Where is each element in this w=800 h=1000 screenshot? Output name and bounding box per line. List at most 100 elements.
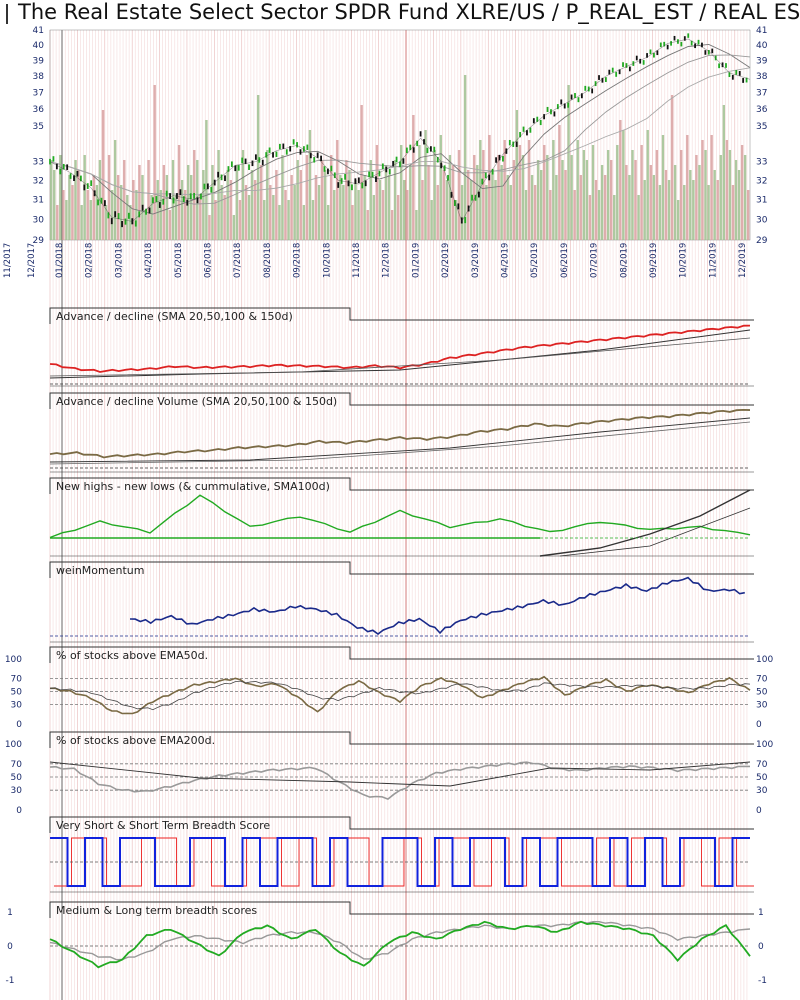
price-candle: [196, 197, 199, 204]
volume-bar: [135, 190, 138, 240]
price-candle: [646, 53, 648, 58]
x-tick-label: 12/2017: [27, 243, 37, 278]
volume-bar: [278, 205, 281, 240]
volume-bar: [250, 170, 254, 240]
price-candle: [502, 156, 504, 162]
volume-bar: [683, 185, 686, 240]
price-candle: [440, 162, 443, 169]
volume-bar: [746, 190, 750, 240]
volume-bar: [412, 115, 415, 240]
volume-bar: [150, 195, 153, 240]
price-candle: [333, 172, 336, 179]
price-candle: [134, 220, 137, 227]
price-candle: [279, 143, 281, 150]
volume-bar: [655, 150, 659, 240]
volume-bar: [293, 185, 296, 240]
volume-bar: [59, 155, 62, 240]
pct-above-ema200-y-tick-label: 50: [11, 773, 23, 783]
volume-bar: [326, 205, 330, 240]
price-candle: [182, 196, 185, 203]
price-candle: [539, 119, 542, 126]
price-candle: [347, 180, 350, 187]
volume-bar: [208, 215, 211, 240]
volume-bar: [360, 105, 363, 240]
volume-bar: [53, 170, 56, 240]
price-candles: [49, 33, 748, 228]
volume-bar: [527, 140, 531, 240]
price-candle: [495, 157, 497, 163]
volume-bar: [339, 175, 342, 240]
price-candle: [313, 157, 316, 163]
volume-bar: [500, 165, 503, 240]
price-candle: [59, 168, 62, 175]
price-candle: [392, 160, 395, 167]
pct-above-ema50-title: % of stocks above EMA50d.: [56, 649, 208, 662]
price-candle: [642, 60, 645, 65]
volume-bar: [686, 135, 689, 240]
price-candle: [388, 168, 391, 175]
volume-bar: [597, 190, 601, 240]
price-candle: [200, 193, 202, 200]
volume-bar: [354, 180, 357, 240]
pct-above-ema50-y-tick-label-right: 50: [756, 688, 768, 698]
volume-bar: [384, 165, 388, 240]
volume-bar: [473, 155, 476, 240]
price-candle: [546, 106, 549, 112]
volume-bar: [342, 185, 345, 240]
breadth-medium-long-y-tick-label-right: -1: [758, 976, 767, 986]
price-candle: [158, 202, 161, 208]
x-tick-label: 10/2018: [322, 243, 332, 278]
price-candle: [412, 147, 415, 153]
volume-bar: [743, 155, 747, 240]
breadth-medium-long-title: Medium & Long term breadth scores: [56, 904, 257, 917]
volume-bar: [616, 145, 619, 240]
volume-bar: [470, 180, 473, 240]
price-candle: [357, 177, 360, 184]
pct-above-ema50-y-tick-label: 70: [11, 675, 23, 685]
price-candle: [364, 180, 367, 187]
price-candle: [553, 111, 556, 117]
price-candle: [460, 217, 463, 224]
x-tick-label: 07/2018: [233, 243, 243, 278]
volume-bar: [600, 165, 604, 240]
volume-bar: [664, 170, 668, 240]
volume-bar: [272, 195, 275, 240]
price-candle: [508, 139, 511, 146]
volume-bar: [168, 210, 172, 240]
volume-bar: [123, 160, 126, 240]
price-candle: [622, 62, 624, 67]
volume-bar: [138, 165, 141, 240]
volume-bar: [217, 150, 220, 240]
price-candle: [711, 48, 714, 54]
price-candle: [704, 50, 707, 55]
price-y-tick-label-right: 38: [756, 72, 768, 82]
volume-bar: [680, 150, 683, 240]
breadth-short-red-series: [54, 837, 754, 887]
volume-bar: [573, 190, 576, 240]
volume-bar: [330, 155, 333, 240]
volume-bar: [524, 190, 528, 240]
price-candle: [498, 154, 501, 161]
volume-bar: [113, 140, 117, 240]
volume-bar: [363, 175, 366, 240]
price-y-tick-label-right: 29: [756, 236, 768, 246]
price-candle: [409, 144, 412, 151]
price-candle: [697, 39, 700, 45]
volume-bar: [707, 185, 710, 240]
price-candle: [515, 141, 518, 147]
price-candle: [694, 43, 696, 49]
price-candle: [429, 146, 432, 152]
volume-bar: [56, 205, 59, 240]
breadth-medium-long-green-series-line: [49, 920, 751, 969]
price-candle: [447, 174, 449, 181]
price-candle: [375, 176, 377, 182]
price-y-tick-label: 41: [33, 26, 44, 36]
volume-bar: [387, 175, 391, 240]
x-tick-label: 04/2018: [144, 243, 154, 278]
volume-bar: [305, 155, 309, 240]
price-candle: [104, 200, 106, 207]
volume-bar: [457, 150, 461, 240]
volume-bar: [424, 130, 427, 240]
price-candle: [721, 62, 724, 68]
price-candle: [405, 147, 408, 153]
